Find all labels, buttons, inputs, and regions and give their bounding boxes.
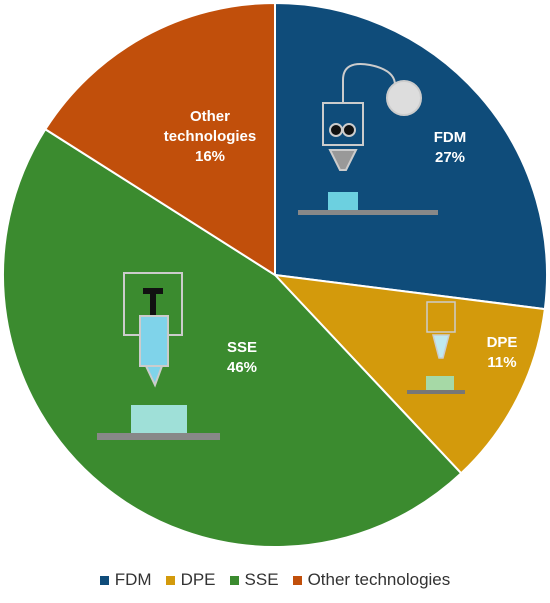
legend-item: DPE — [165, 570, 216, 590]
category-label: FDM — [433, 129, 467, 146]
legend-swatch — [99, 575, 109, 585]
legend-item: Other technologies — [292, 570, 451, 590]
legend-label: SSE — [244, 570, 279, 589]
legend-label: FDM — [114, 570, 152, 589]
legend-item: SSE — [229, 570, 279, 590]
legend-swatch — [292, 575, 302, 585]
data-label: Other technologies 16% — [150, 107, 270, 167]
value-label: 46% — [226, 359, 258, 376]
legend-label: Other technologies — [307, 570, 451, 589]
value-label: 27% — [434, 149, 466, 166]
value-label: 16% — [194, 148, 226, 165]
value-label: 11% — [487, 354, 517, 371]
category-label: SSE — [226, 339, 257, 356]
data-label: DPE 11% — [442, 333, 550, 373]
data-label: FDM 27% — [390, 128, 510, 168]
fdm-icon — [298, 63, 438, 215]
legend: FDM DPE SSE Other technologies — [0, 570, 550, 590]
category-label: DPE — [486, 334, 518, 351]
data-label: SSE 46% — [182, 338, 302, 378]
legend-label: DPE — [180, 570, 216, 589]
category-label: Other technologies — [163, 108, 257, 145]
legend-swatch — [229, 575, 239, 585]
slice — [272, 273, 546, 475]
sse-icon — [97, 272, 220, 440]
slice — [43, 1, 276, 277]
slice — [2, 127, 463, 548]
dpe-icon — [407, 301, 465, 394]
legend-swatch — [165, 575, 175, 585]
legend-item: FDM — [99, 570, 152, 590]
